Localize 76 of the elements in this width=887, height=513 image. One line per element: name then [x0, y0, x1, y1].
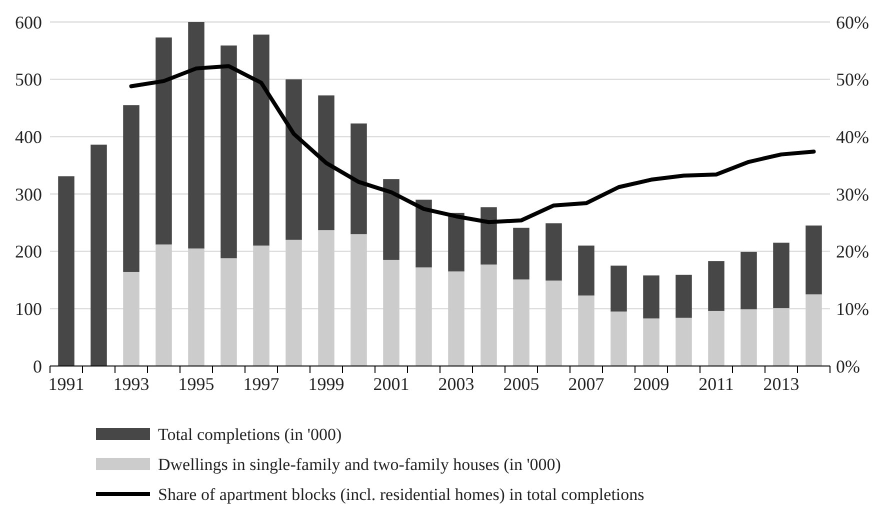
- bar: [350, 123, 367, 234]
- bar: [740, 309, 757, 366]
- y2-tick-label: 50%: [836, 70, 869, 90]
- bar: [643, 275, 660, 318]
- bar: [578, 246, 594, 296]
- bar: [188, 22, 204, 248]
- bar: [610, 266, 627, 312]
- bar: [58, 176, 74, 366]
- y-tick-label: 0: [33, 356, 42, 376]
- bar: [448, 212, 464, 272]
- x-tick-label: 2011: [698, 374, 734, 394]
- bar: [383, 179, 400, 260]
- y2-tick-label: 10%: [836, 298, 869, 319]
- bar: [578, 295, 594, 366]
- bar: [220, 258, 237, 366]
- bar: [546, 223, 562, 281]
- bar: [676, 318, 692, 366]
- x-tick-label: 2009: [633, 374, 670, 394]
- y2-tick-label: 20%: [836, 242, 869, 262]
- legend-label: Dwellings in single-family and two-family houses (in '000): [158, 454, 561, 474]
- bar: [676, 274, 692, 318]
- bar: [286, 79, 302, 240]
- y2-tick-label: 60%: [836, 12, 869, 32]
- x-tick-label: 1995: [178, 374, 214, 394]
- x-tick-label: 2003: [438, 374, 474, 394]
- bar: [123, 272, 140, 366]
- bar: [480, 207, 497, 265]
- x-tick-label: 1991: [48, 374, 84, 394]
- y2-tick-label: 40%: [836, 126, 869, 147]
- bar: [318, 95, 334, 230]
- bar: [416, 267, 432, 366]
- bar: [708, 310, 724, 366]
- bar: [416, 200, 432, 268]
- y-tick-label: 400: [15, 126, 42, 147]
- bar: [448, 271, 464, 366]
- y-tick-label: 500: [15, 70, 42, 90]
- bar: [90, 144, 107, 366]
- bar: [220, 46, 237, 258]
- bar: [156, 37, 172, 244]
- legend-label: Total completions (in '000): [158, 424, 342, 444]
- bar: [708, 261, 724, 311]
- x-tick-label: 1999: [308, 374, 344, 394]
- bar: [123, 105, 140, 272]
- bar: [643, 318, 660, 366]
- bar: [188, 248, 204, 366]
- bar: [253, 34, 270, 246]
- bar: [610, 312, 627, 366]
- y2-tick-label: 0%: [836, 356, 860, 376]
- bar: [253, 246, 270, 366]
- line-series: [129, 64, 816, 224]
- x-tick-label: 2001: [373, 374, 410, 394]
- x-tick-label: 2013: [763, 374, 800, 394]
- y-tick-label: 100: [15, 298, 42, 319]
- legend-label: Share of apartment blocks (incl. residential homes) in total completions: [158, 484, 644, 504]
- bar: [773, 308, 790, 366]
- y-tick-label: 200: [15, 242, 42, 262]
- bar: [156, 244, 172, 366]
- bar: [286, 240, 302, 366]
- bar: [513, 228, 530, 280]
- x-tick-label: 2005: [503, 374, 540, 394]
- bar: [383, 260, 400, 366]
- bar: [740, 252, 757, 310]
- bar: [806, 226, 822, 294]
- x-tick-label: 1997: [243, 374, 280, 394]
- bar: [350, 234, 367, 366]
- y-tick-label: 300: [15, 184, 42, 204]
- bar: [318, 230, 334, 366]
- x-tick-label: 2007: [568, 374, 604, 394]
- bar: [546, 280, 562, 366]
- y-tick-label: 600: [15, 12, 42, 32]
- x-tick-label: 1993: [113, 374, 150, 394]
- bar: [513, 279, 530, 366]
- bar: [480, 264, 497, 366]
- bar: [806, 294, 822, 366]
- y2-tick-label: 30%: [836, 184, 869, 204]
- bar: [773, 242, 790, 308]
